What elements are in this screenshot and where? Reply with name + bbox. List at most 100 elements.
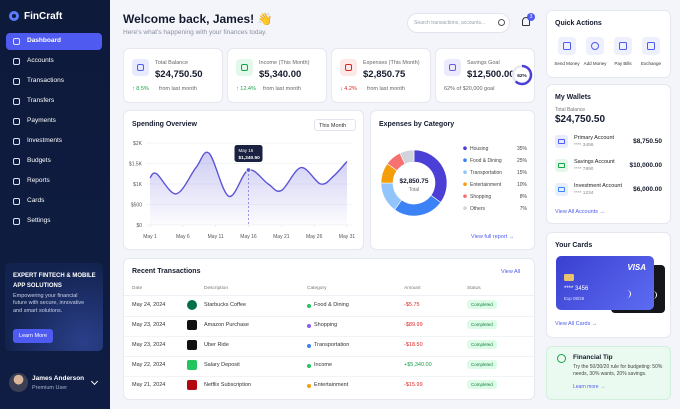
period-select[interactable]: This Month [314,119,356,131]
action-label[interactable]: Add Money [583,61,607,66]
action-button[interactable] [558,37,576,55]
card-chip [564,274,574,281]
account-balance: $10,000.00 [629,162,662,169]
nav-item[interactable]: Dashboard [6,33,102,50]
tooltip [234,145,263,163]
action-label[interactable]: Send Money [554,61,580,66]
card-title: Quick Actions [555,20,602,27]
stat-value: $24,750.50 [155,69,203,80]
stat-label: Expenses (This Month) [363,60,420,66]
stat-value: $5,340.00 [259,69,302,80]
action-label[interactable]: Exchange [640,61,661,66]
account-glyph [558,187,565,192]
donut-center-value: $2,850.75 [400,178,429,185]
action-button[interactable] [586,37,604,55]
legend-label: Shopping [470,194,491,200]
stat-card: Expenses (This Month) $2,850.75 ↓ 4.2% from… [331,48,431,103]
action-icon [647,42,655,50]
promo-text: Empowering your financial future with se… [13,293,85,314]
tip-card: Financial Tip Try the 50/30/20 rule for b… [546,346,671,400]
nav-item[interactable]: Accounts [6,53,102,70]
account-glyph [558,139,565,144]
search[interactable]: Search transactions, accounts... [407,13,510,33]
link[interactable]: View All [501,269,521,275]
card-title: Your Cards [555,242,593,249]
nav-item[interactable]: Payments [6,113,102,130]
card-front[interactable]: VISA **** 3456 Exp 08/28 [556,256,654,310]
nav-icon [13,138,20,145]
description: Starbucks Coffee [204,302,247,308]
nav-label: Accounts [27,57,54,64]
stat-icon-glyph [449,64,456,71]
stat-card: Total Balance $24,750.50 ↑ 8.5% from last m… [123,48,223,103]
category: Transportation [314,342,350,348]
link[interactable]: View full report → [471,234,515,240]
legend-value: 7% [520,206,528,212]
promo-button[interactable]: Learn More [13,329,53,343]
x-tick-label: May 1 [143,234,157,240]
nav-icon [13,198,20,205]
chevron[interactable] [90,377,99,386]
category-dot [307,383,311,388]
nav-icon [13,38,20,45]
nav-item[interactable]: Transfers [6,93,102,110]
description: Amazon Purchase [204,322,249,328]
amount: -$18.50 [404,342,423,348]
link[interactable]: View All Cards → [555,321,598,327]
nav-icon [13,58,20,65]
amount: -$5.75 [404,302,420,308]
legend-label: Entertainment [470,182,502,188]
account-balance: $6,000.00 [633,186,662,193]
card-brand: VISA [627,263,646,272]
nav-label: Reports [27,177,50,184]
x-tick-label: May 31 [339,234,356,240]
y-tick-label: $1K [133,182,143,188]
stat-card: Income (This Month) $5,340.00 ↑ 12.4% from … [227,48,327,103]
status: Completed [467,360,497,369]
divider [124,376,534,377]
status: Completed [467,380,497,389]
stat-label: Income (This Month) [259,60,310,66]
donut-segment [413,149,448,203]
column-header: Date [132,286,143,291]
date: May 21, 2024 [132,382,166,388]
date: May 23, 2024 [132,342,166,348]
account-number: **** 3456 [574,143,594,148]
nav-label: Budgets [27,157,51,164]
bell[interactable] [522,17,530,26]
merchant-icon [187,360,197,370]
card-title: Expenses by Category [379,121,455,128]
nav-item[interactable]: Investments [6,133,102,150]
action-icon [591,42,599,50]
donut-center-label: Total [409,187,420,193]
nav-label: Transfers [27,97,55,104]
nav-label: Transactions [27,77,64,84]
link[interactable]: Learn more → [573,384,605,390]
donut-segment [399,149,415,165]
merchant-icon [187,320,197,330]
action-button[interactable] [614,37,632,55]
action-label[interactable]: Pay Bills [614,61,632,66]
nav-item[interactable]: Reports [6,173,102,190]
nav-label: Settings [27,217,51,224]
chart: Housing 35% Food & Dining 25% Transportation… [380,146,528,217]
column-header: Description [204,286,228,291]
card-expiry: Exp 08/28 [564,296,585,301]
legend-dot [463,146,467,150]
divider [124,356,534,357]
nav-item[interactable]: Cards [6,193,102,210]
nav-item[interactable]: Transactions [6,73,102,90]
action-button[interactable] [642,37,660,55]
nav-item[interactable]: Settings [6,213,102,230]
category: Income [314,362,333,368]
promo: EXPERT FINTECH & MOBILE APP SOLUTIONS Emp… [5,263,103,351]
stat-icon-glyph [241,64,248,71]
nav-label: Cards [27,197,45,204]
nav-item[interactable]: Budgets [6,153,102,170]
legend-dot [463,170,467,174]
legend-value: 25% [517,158,528,164]
link[interactable]: View All Accounts → [555,209,606,215]
x-tick-label: May 16 [240,234,257,240]
account-name: Savings Account [574,159,615,165]
contactless [626,290,631,298]
